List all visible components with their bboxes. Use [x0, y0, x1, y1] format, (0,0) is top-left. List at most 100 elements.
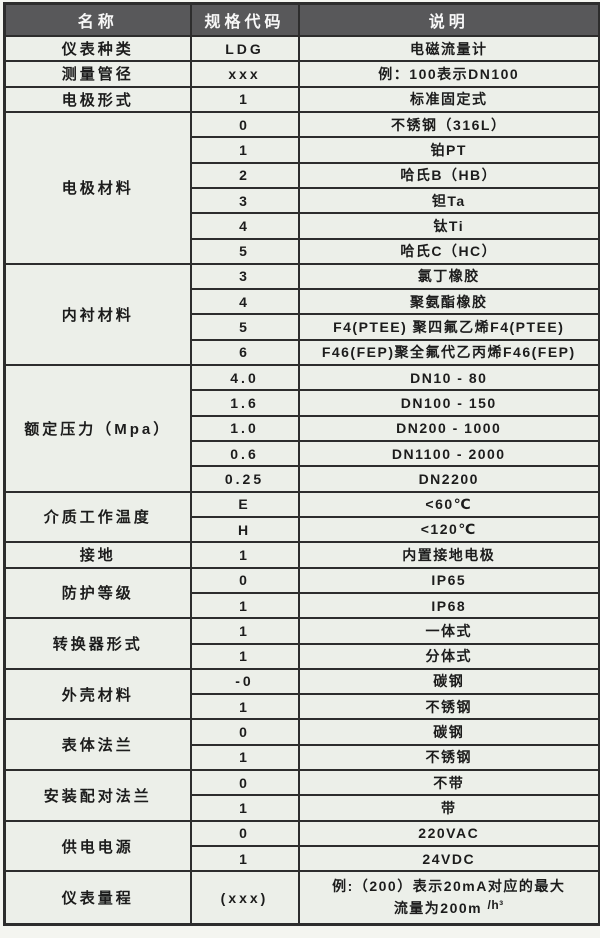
row-desc-cell: 钛Ti [297, 212, 600, 240]
header-code: 规格代码 [189, 2, 300, 37]
table-row: 5 哈氏C（HC） [5, 237, 600, 265]
table-row: 1.6 DN100 - 150 [5, 389, 600, 417]
row-name-cell: 表体法兰 [3, 718, 192, 772]
table-row: 电极材料 0 不锈钢（316L） [3, 110, 600, 265]
row-desc-cell: 氯丁橡胶 [297, 262, 600, 291]
row-desc-cell: DN100 - 150 [297, 389, 600, 417]
desc-line: 例:（200）表示20mA对应的最大 [304, 876, 595, 898]
table-row: 6 F46(FEP)聚全氟代乙丙烯F46(FEP) [5, 338, 600, 367]
row-name-cell: 测量管径 [3, 60, 192, 88]
row-desc-cell: 内置接地电极 [297, 541, 600, 569]
row-code-cell: 2 [189, 161, 300, 189]
row-code-cell: E [189, 490, 300, 518]
row-code-cell: 0 [189, 769, 300, 797]
table-row: 电极形式 1 标准固定式 [3, 85, 600, 113]
table-row: 转换器形式 1 一体式 [3, 617, 600, 670]
row-code-cell: 1 [189, 844, 300, 873]
row-code-cell: 0 [189, 819, 300, 848]
table-row: H <120℃ [5, 515, 600, 544]
row-code-cell: 1 [189, 794, 300, 822]
row-desc-cell: 一体式 [297, 617, 600, 645]
header-row: 名称 规格代码 说明 [3, 2, 600, 37]
spec-table: 名称 规格代码 说明 仪表种类 LDG 电磁流量计 测量管径 xxx 例：100表示DN1… [3, 2, 600, 926]
row-code-cell: xxx [189, 60, 300, 88]
table-row: 仪表量程 (xxx) 例:（200）表示20mA对应的最大 流量为200m /h³ [3, 870, 600, 926]
row-name-cell: 接地 [3, 541, 192, 569]
row-desc-cell: 不锈钢（316L） [297, 110, 600, 139]
row-code-cell: (xxx) [189, 870, 300, 926]
desc-line-text: 例:（200）表示20mA对应的最大 [332, 877, 566, 894]
table-row: 接地 1 内置接地电极 [3, 541, 600, 569]
row-code-cell: 0 [189, 110, 300, 139]
row-name-cell: 额定压力（Mpa） [3, 364, 192, 493]
table-row: 5 F4(PTEE) 聚四氟乙烯F4(PTEE) [5, 313, 600, 341]
row-desc-cell: 24VDC [297, 844, 600, 873]
row-code-cell: 0 [189, 566, 300, 594]
row-name-cell: 电极形式 [3, 85, 192, 113]
row-desc-cell: IP65 [297, 566, 600, 594]
row-name-cell: 防护等级 [3, 566, 192, 620]
row-desc-cell: 带 [297, 794, 600, 822]
table-row: 测量管径 xxx 例：100表示DN100 [3, 60, 600, 88]
row-code-cell: 6 [189, 338, 300, 367]
table-row: 1 铂PT [5, 136, 600, 164]
table-row: 额定压力（Mpa） 4.0 DN10 - 80 [3, 364, 600, 493]
table-row: 1.0 DN200 - 1000 [5, 414, 600, 443]
row-name-cell: 内衬材料 [3, 262, 192, 367]
table-row: 1 分体式 [5, 642, 600, 670]
row-desc-cell: 钽Ta [297, 186, 600, 215]
row-desc-cell: 分体式 [297, 642, 600, 670]
row-code-cell: 1 [189, 693, 300, 721]
spec-table-body: 仪表种类 LDG 电磁流量计 测量管径 xxx 例：100表示DN100 电极形式 1 标准固定… [3, 34, 600, 926]
row-code-cell: 5 [189, 313, 300, 341]
row-desc-cell: 电磁流量计 [297, 34, 600, 63]
table-row: 安装配对法兰 0 不带 [3, 769, 600, 822]
table-row: 1 IP68 [5, 591, 600, 620]
row-code-cell: 1 [189, 743, 300, 772]
row-code-cell: 1 [189, 136, 300, 164]
row-desc-cell: 碳钢 [297, 667, 600, 696]
table-row: 0.6 DN1100 - 2000 [5, 439, 600, 468]
row-desc-cell: 标准固定式 [297, 85, 600, 113]
row-code-cell: LDG [189, 34, 300, 63]
row-code-cell: 3 [189, 262, 300, 291]
row-name-cell: 仪表种类 [3, 34, 192, 63]
row-code-cell: 1 [189, 617, 300, 645]
desc-line-text: 流量为200m [393, 899, 488, 916]
row-name-cell: 仪表量程 [3, 870, 192, 926]
row-name-cell: 转换器形式 [3, 617, 192, 670]
row-code-cell: 0.6 [189, 439, 300, 468]
table-row: 外壳材料 -0 碳钢 [3, 667, 600, 721]
row-name-cell: 安装配对法兰 [3, 769, 192, 822]
row-code-cell: 3 [189, 186, 300, 215]
row-desc-cell: 例:（200）表示20mA对应的最大流量为200m /h³ [297, 870, 600, 926]
table-row: 4 钛Ti [5, 212, 600, 240]
row-desc-cell: F4(PTEE) 聚四氟乙烯F4(PTEE) [297, 313, 600, 341]
row-desc-cell: 哈氏C（HC） [297, 237, 600, 265]
row-code-cell: -0 [189, 667, 300, 696]
row-code-cell: 1 [189, 541, 300, 569]
row-desc-cell: 碳钢 [297, 718, 600, 746]
header-name: 名称 [3, 2, 192, 37]
table-row: 1 不锈钢 [5, 743, 600, 772]
row-code-cell: 1 [189, 85, 300, 113]
row-desc-cell: 例：100表示DN100 [297, 60, 600, 88]
row-desc-cell: 不带 [297, 769, 600, 797]
row-code-cell: H [189, 515, 300, 544]
table-row: 供电电源 0 220VAC [3, 819, 600, 873]
row-code-cell: 1 [189, 642, 300, 670]
row-name-cell: 介质工作温度 [3, 490, 192, 544]
row-code-cell: 0 [189, 718, 300, 746]
row-code-cell: 5 [189, 237, 300, 265]
row-desc-cell: DN1100 - 2000 [297, 439, 600, 468]
table-row: 仪表种类 LDG 电磁流量计 [3, 34, 600, 63]
row-desc-cell: 铂PT [297, 136, 600, 164]
desc-line: 流量为200m /h³ [304, 898, 595, 920]
row-desc-cell: DN200 - 1000 [297, 414, 600, 443]
row-code-cell: 1.0 [189, 414, 300, 443]
row-desc-cell: <60℃ [297, 490, 600, 518]
row-desc-cell: 220VAC [297, 819, 600, 848]
row-desc-cell: DN10 - 80 [297, 364, 600, 392]
